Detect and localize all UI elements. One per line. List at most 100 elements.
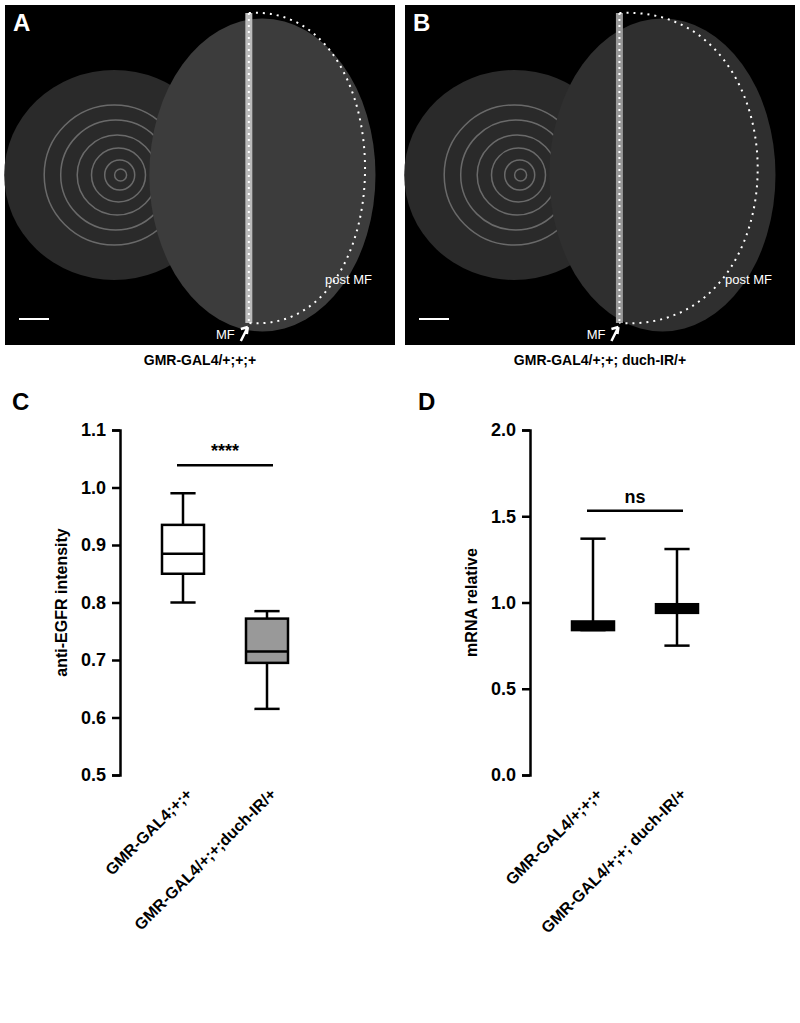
y-tick: 2.0 bbox=[491, 420, 530, 440]
y-tick: 1.5 bbox=[491, 507, 530, 527]
image-panel: B MF post MF bbox=[404, 5, 795, 345]
mf-arrow bbox=[241, 327, 248, 341]
y-tick-mark bbox=[112, 544, 120, 547]
box-median bbox=[572, 625, 614, 628]
y-tick-mark bbox=[522, 429, 530, 432]
box bbox=[572, 539, 614, 630]
y-tick-label: 1.5 bbox=[491, 507, 516, 527]
y-tick: 0.0 bbox=[491, 765, 530, 785]
box-median bbox=[656, 608, 698, 611]
y-tick-label: 1.0 bbox=[81, 478, 106, 498]
whisker-low bbox=[676, 613, 679, 646]
post-mf-label: post MF bbox=[725, 272, 772, 287]
antenna-ring bbox=[492, 148, 546, 202]
y-tick-mark bbox=[522, 602, 530, 605]
whisker-high bbox=[182, 493, 185, 525]
box-body bbox=[572, 621, 614, 630]
significance-label: ns bbox=[624, 487, 645, 507]
y-tick-label: 0.9 bbox=[81, 535, 106, 555]
furrow-band bbox=[245, 13, 252, 323]
y-tick-label: 0.0 bbox=[491, 765, 516, 785]
y-tick: 1.0 bbox=[81, 478, 120, 498]
whisker-high bbox=[592, 539, 595, 622]
significance-label: **** bbox=[211, 441, 239, 461]
antenna-ring bbox=[105, 160, 135, 190]
box bbox=[246, 611, 288, 709]
y-tick: 0.5 bbox=[81, 765, 120, 785]
x-axis: GMR-GAL4/+;+;+GMR-GAL4/+;+; duch-IR/+ bbox=[502, 785, 689, 936]
box-body bbox=[246, 619, 288, 663]
y-tick: 0.7 bbox=[81, 650, 120, 670]
scale-bar bbox=[19, 318, 49, 320]
y-tick-label: 0.5 bbox=[491, 679, 516, 699]
whisker-cap-high bbox=[580, 537, 605, 540]
panel-letter: A bbox=[13, 9, 30, 36]
whisker-cap-low bbox=[170, 601, 195, 604]
y-tick-label: 0.5 bbox=[81, 765, 106, 785]
y-tick: 0.6 bbox=[81, 708, 120, 728]
mf-label: MF bbox=[587, 327, 606, 342]
furrow-dotted bbox=[618, 13, 620, 323]
antenna-ring bbox=[505, 160, 535, 190]
x-tick-label: GMR-GAL4/+;+; duch-IR/+ bbox=[538, 785, 689, 936]
y-axis: 0.0 0.5 1.0 1.5 2.0 bbox=[491, 420, 531, 785]
y-tick-label: 0.6 bbox=[81, 708, 106, 728]
box-body bbox=[162, 525, 204, 574]
x-axis: GMR-GAL4;+;+GMR-GAL4/+;+;duch-IR/+ bbox=[102, 785, 279, 933]
furrow-band bbox=[616, 13, 623, 323]
y-tick-label: 0.7 bbox=[81, 650, 106, 670]
box bbox=[656, 549, 698, 646]
y-tick-label: 1.1 bbox=[81, 420, 106, 440]
y-tick-label: 2.0 bbox=[491, 420, 516, 440]
y-tick-mark bbox=[112, 429, 120, 432]
y-tick-mark bbox=[522, 516, 530, 519]
furrow-dotted bbox=[248, 13, 250, 323]
image-background bbox=[5, 5, 395, 345]
chart-panel: C0.50.60.70.80.91.01.1anti-EGFR intensit… bbox=[12, 388, 288, 933]
y-tick: 1.1 bbox=[81, 420, 120, 440]
scale-bar bbox=[419, 318, 449, 320]
box bbox=[162, 493, 204, 602]
eye-disc bbox=[149, 19, 375, 332]
y-tick-mark bbox=[522, 774, 530, 777]
significance-line bbox=[177, 464, 273, 467]
post-mf-label: post MF bbox=[325, 272, 372, 287]
image-background bbox=[405, 5, 795, 345]
y-tick: 1.0 bbox=[491, 593, 530, 613]
antenna-ring bbox=[92, 148, 146, 202]
y-axis-line bbox=[112, 431, 121, 776]
plot-marks bbox=[162, 493, 288, 709]
mf-arrow bbox=[611, 327, 618, 341]
y-axis-title: anti-EGFR intensity bbox=[53, 528, 70, 677]
y-axis-line bbox=[522, 431, 531, 776]
figure: A MF post MF GMR-GAL4/+;+;+ B MF post MF GMR-GA… bbox=[0, 0, 800, 1023]
box-median bbox=[246, 650, 288, 653]
y-tick: 0.5 bbox=[491, 679, 530, 699]
whisker-low bbox=[182, 574, 185, 603]
x-tick: GMR-GAL4/+;+;duch-IR/+ bbox=[131, 785, 279, 933]
image-caption: GMR-GAL4/+;+;+ bbox=[144, 352, 256, 368]
y-tick-mark bbox=[112, 487, 120, 490]
whisker-high bbox=[676, 549, 679, 604]
box-body bbox=[656, 604, 698, 613]
y-tick-mark bbox=[112, 659, 120, 662]
mf-label: MF bbox=[216, 327, 235, 342]
whisker-cap-low bbox=[254, 708, 279, 711]
antenna-ring bbox=[77, 135, 157, 215]
antenna-ring bbox=[477, 135, 557, 215]
whisker-cap-high bbox=[664, 548, 689, 551]
x-tick: GMR-GAL4;+;+ bbox=[102, 785, 195, 878]
significance-line bbox=[587, 509, 683, 512]
y-tick-mark bbox=[112, 602, 120, 605]
y-tick-mark bbox=[522, 688, 530, 691]
y-axis-title: mRNA relative bbox=[463, 548, 480, 657]
y-tick: 0.9 bbox=[81, 535, 120, 555]
panel-letter: B bbox=[413, 9, 430, 36]
whisker-low bbox=[266, 663, 269, 709]
x-tick-label: GMR-GAL4;+;+ bbox=[102, 785, 195, 878]
x-tick: GMR-GAL4/+;+; duch-IR/+ bbox=[538, 785, 689, 936]
y-tick-label: 1.0 bbox=[491, 593, 516, 613]
eye-disc bbox=[549, 19, 775, 332]
panel-letter: D bbox=[418, 388, 435, 415]
y-tick-label: 0.8 bbox=[81, 593, 106, 613]
